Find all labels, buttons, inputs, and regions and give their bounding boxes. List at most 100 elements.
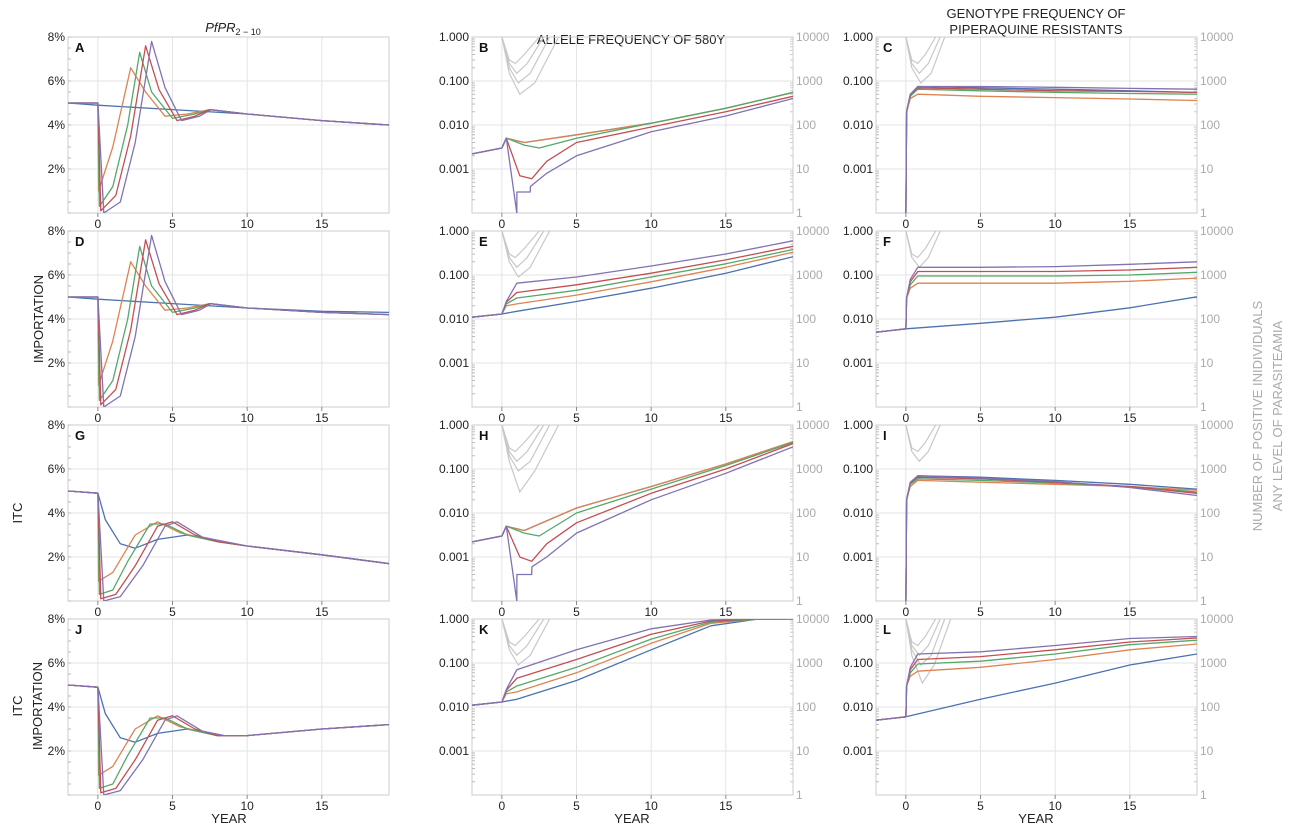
panel-l-series-purple xyxy=(876,635,1197,721)
panel-b-series-orange xyxy=(472,91,793,155)
panel-g-series-purple xyxy=(68,490,389,601)
panel-f-y2tick-label-1: 10 xyxy=(1200,356,1214,370)
panel-g-xtick-label-1: 5 xyxy=(169,605,176,619)
panel-f-series-purple xyxy=(876,261,1197,333)
panel-j-xtick-label-3: 15 xyxy=(315,799,329,813)
panel-b-letter: B xyxy=(479,40,488,55)
panel-l: 0 5 10 15 0.001 0.010 0.100 1.000 1 10 100 1000 1000… xyxy=(843,612,1234,813)
panel-c-y2tick-label-3: 1000 xyxy=(1200,74,1227,88)
panel-d-series-purple xyxy=(68,234,389,407)
panel-h-letter: H xyxy=(479,428,488,443)
panel-l-y2tick-label-3: 1000 xyxy=(1200,656,1227,670)
panel-b-frame xyxy=(471,36,794,214)
panel-e-series-blue xyxy=(472,256,793,318)
panel-g-ytick-label-1: 4% xyxy=(48,506,66,520)
panel-k-xtick-label-3: 15 xyxy=(719,799,733,813)
panel-h-series-red xyxy=(472,442,793,562)
panel-i-series-green xyxy=(905,478,1197,601)
panel-i-xtick-label-3: 15 xyxy=(1123,605,1137,619)
panel-c-y2tick-label-4: 10000 xyxy=(1200,30,1234,44)
panel-d-xtick-label-1: 5 xyxy=(169,411,176,425)
panel-i-y2tick-label-3: 1000 xyxy=(1200,462,1227,476)
panel-k-ytick-label-3: 1.000 xyxy=(439,612,469,626)
right-axis-label-line2: ANY LEVEL OF PARASITEAMIA xyxy=(1270,320,1285,511)
panel-f-frame xyxy=(875,230,1198,408)
panel-b-grey-curve-2 xyxy=(501,37,551,84)
panel-a-ytick-label-2: 6% xyxy=(48,74,66,88)
panel-e-xtick-label-2: 10 xyxy=(644,411,658,425)
panel-h-ytick-label-2: 0.100 xyxy=(439,462,469,476)
right-axis-label-line1: NUMBER OF POSITIVE INIDIVIDUALS xyxy=(1250,300,1265,531)
panel-h-xtick-label-0: 0 xyxy=(499,605,506,619)
panel-l-y2tick-label-2: 100 xyxy=(1200,700,1220,714)
panel-e-y2tick-label-1: 10 xyxy=(796,356,810,370)
panel-a-xtick-label-3: 15 xyxy=(315,217,329,231)
panel-i-frame xyxy=(875,424,1198,602)
panel-e-series-red xyxy=(472,245,793,318)
panel-k-ytick-label-1: 0.010 xyxy=(439,700,469,714)
panel-k-y2tick-label-0: 1 xyxy=(796,788,803,802)
row-label-4-line2: IMPORTATION xyxy=(30,662,45,750)
panel-f-y2tick-label-2: 100 xyxy=(1200,312,1220,326)
panel-e-grey-curve-1 xyxy=(501,231,545,269)
panel-b-grey-curve-0 xyxy=(501,37,540,65)
panel-h-plot-area xyxy=(472,425,793,601)
panel-e-xtick-label-0: 0 xyxy=(499,411,506,425)
panel-k-grey-curve-1 xyxy=(501,619,545,657)
col3-title-line1: GENOTYPE FREQUENCY OF xyxy=(947,6,1126,21)
panel-c-grey-curve-2 xyxy=(905,37,946,84)
panel-k-series-green xyxy=(472,619,793,706)
panel-b-series-green xyxy=(472,91,793,155)
panel-k-y2tick-label-2: 100 xyxy=(796,700,816,714)
panel-c-plot-area xyxy=(905,37,1197,213)
panel-c-ytick-label-0: 0.001 xyxy=(843,162,873,176)
panel-b-ytick-label-1: 0.010 xyxy=(439,118,469,132)
panel-f-y2tick-label-0: 1 xyxy=(1200,400,1207,414)
panel-a-ytick-label-3: 8% xyxy=(48,30,66,44)
panel-i-ytick-label-2: 0.100 xyxy=(843,462,873,476)
panel-i-y2tick-label-0: 1 xyxy=(1200,594,1207,608)
panel-e-letter: E xyxy=(479,234,488,249)
row-label-4-line1: ITC xyxy=(10,696,25,717)
panel-e: 0 5 10 15 0.001 0.010 0.100 1.000 1 10 100 1000 1000… xyxy=(439,224,830,425)
panel-h-grey-curve-3 xyxy=(501,425,560,494)
panel-i-series-red xyxy=(905,476,1197,601)
row-label-3: ITC xyxy=(10,503,25,524)
panel-c-frame xyxy=(875,36,1198,214)
panel-h-y2tick-label-0: 1 xyxy=(796,594,803,608)
panel-l-grey-curve-3 xyxy=(905,619,952,685)
panel-b-xtick-label-1: 5 xyxy=(573,217,580,231)
panel-c: 0 5 10 15 0.001 0.010 0.100 1.000 1 10 100 1000 1000… xyxy=(843,30,1234,231)
panel-a-plot-area xyxy=(68,40,389,213)
panel-c-y2tick-label-0: 1 xyxy=(1200,206,1207,220)
panel-k-xtick-label-2: 10 xyxy=(644,799,658,813)
panel-e-ytick-label-1: 0.010 xyxy=(439,312,469,326)
panel-l-ytick-label-1: 0.010 xyxy=(843,700,873,714)
panel-j: 0 5 10 15 2% 4% 6% 8% J xyxy=(48,612,390,813)
panel-e-ytick-label-2: 0.100 xyxy=(439,268,469,282)
panel-i-ytick-label-3: 1.000 xyxy=(843,418,873,432)
panel-b-series-blue xyxy=(472,91,793,155)
panel-k-plot-area xyxy=(472,619,793,706)
panel-f-xtick-label-3: 15 xyxy=(1123,411,1137,425)
panel-a-series-purple xyxy=(68,40,389,213)
panel-k-letter: K xyxy=(479,622,489,637)
panel-c-ytick-label-1: 0.010 xyxy=(843,118,873,132)
x-label-col1: YEAR xyxy=(211,811,246,826)
panel-c-xtick-label-3: 15 xyxy=(1123,217,1137,231)
panel-j-xtick-label-1: 5 xyxy=(169,799,176,813)
panel-i-y2tick-label-1: 10 xyxy=(1200,550,1214,564)
x-label-col3: YEAR xyxy=(1018,811,1053,826)
panel-j-ytick-label-0: 2% xyxy=(48,744,66,758)
panel-j-ytick-label-3: 8% xyxy=(48,612,66,626)
panel-l-frame xyxy=(875,618,1198,796)
panel-j-letter: J xyxy=(75,622,82,637)
panel-l-y2tick-label-4: 10000 xyxy=(1200,612,1234,626)
panel-b-y2tick-label-3: 1000 xyxy=(796,74,823,88)
panel-c-series-red xyxy=(905,87,1197,213)
panel-f-xtick-label-0: 0 xyxy=(903,411,910,425)
panel-k-xtick-label-0: 0 xyxy=(499,799,506,813)
panel-b-plot-area xyxy=(472,37,793,213)
panel-b: 0 5 10 15 0.001 0.010 0.100 1.000 1 10 100 1000 1000… xyxy=(439,30,830,231)
